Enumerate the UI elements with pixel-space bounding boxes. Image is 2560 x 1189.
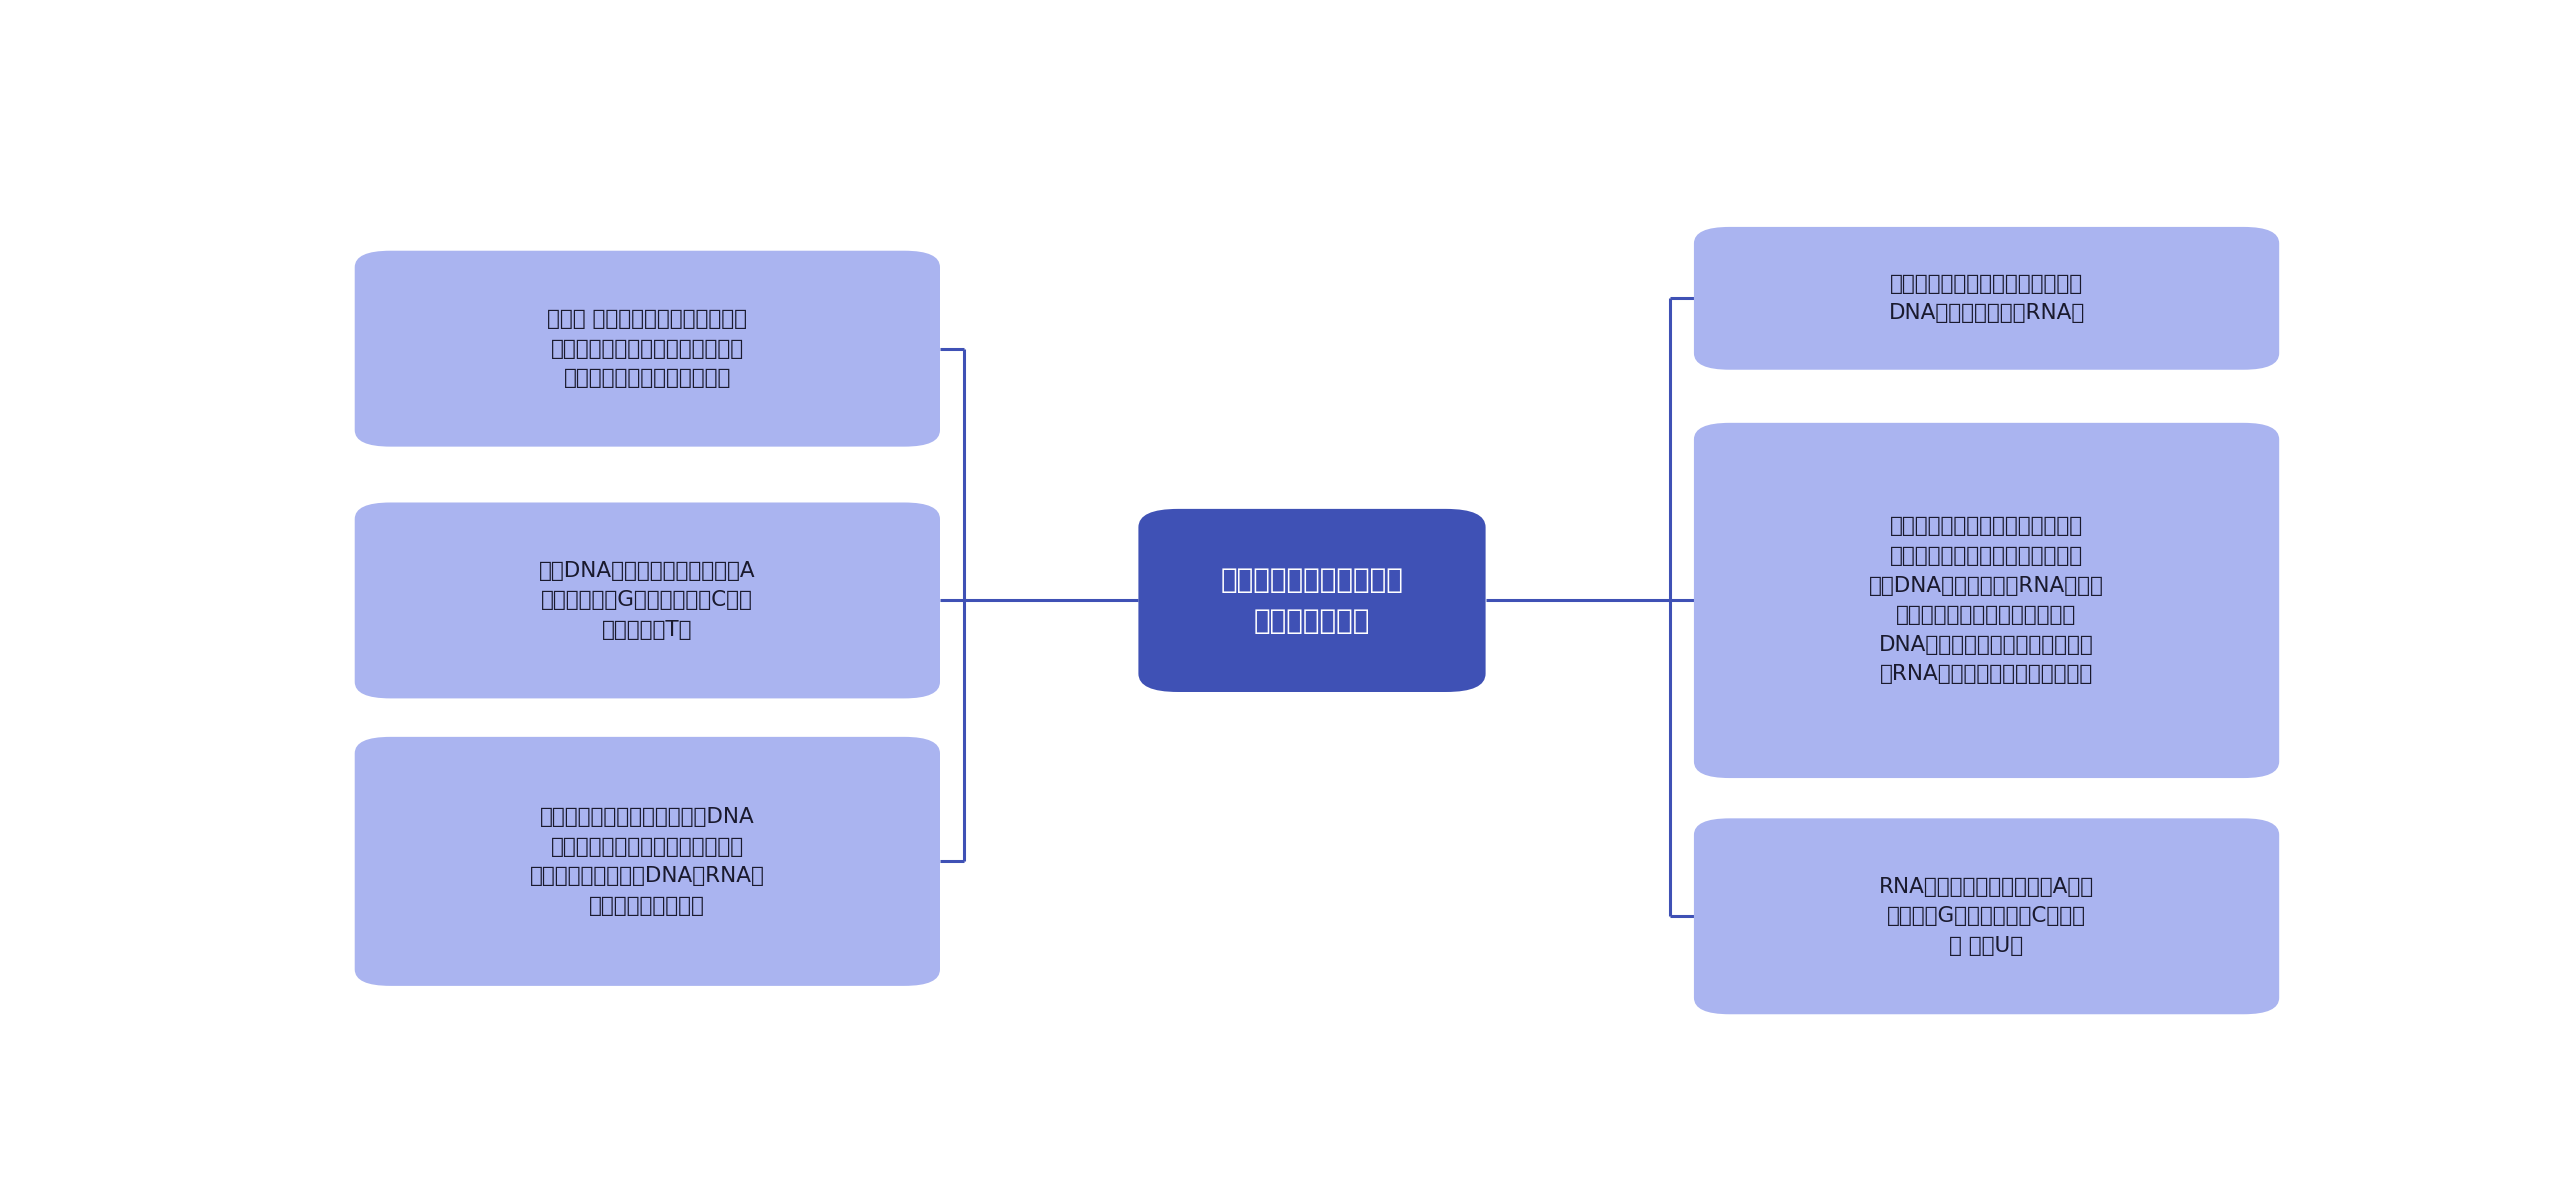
- FancyBboxPatch shape: [356, 737, 940, 986]
- Text: 二、核 酸：是细胞内携带遗传信息
的物质，对于生物的遗传、变异和
蛋白质的合成具有重要作用。: 二、核 酸：是细胞内携带遗传信息 的物质，对于生物的遗传、变异和 蛋白质的合成具…: [548, 309, 748, 389]
- FancyBboxPatch shape: [356, 503, 940, 698]
- FancyBboxPatch shape: [1695, 423, 2278, 778]
- Text: 一、核酸的种类：脱氧核糖核酸（
DNA）和核糖核酸（RNA）: 一、核酸的种类：脱氧核糖核酸（ DNA）和核糖核酸（RNA）: [1889, 273, 2084, 323]
- Text: 高一生物必修知识点：遗
传信息的携带者: 高一生物必修知识点：遗 传信息的携带者: [1221, 566, 1403, 635]
- Text: 五、核酸的分布：真核细胞的DNA
主要分布在细胞核中；线粒体、叶
绿体内也含有少量的DNA；RNA主
要分布在细胞质中。: 五、核酸的分布：真核细胞的DNA 主要分布在细胞核中；线粒体、叶 绿体内也含有少…: [530, 807, 765, 916]
- Text: RNA所含碱基有：腺嘌呤（A）、
鸟嘌呤（G）和胞嘧啶（C）、尿
嘧 啶（U）: RNA所含碱基有：腺嘌呤（A）、 鸟嘌呤（G）和胞嘧啶（C）、尿 嘧 啶（U）: [1879, 876, 2094, 956]
- FancyBboxPatch shape: [1695, 227, 2278, 370]
- FancyBboxPatch shape: [356, 251, 940, 447]
- Text: 三、组成核酸的基本单位是：核苷
酸，是由一分子磷酸、一分子五碳
糖（DNA为脱氧核糖、RNA为核糖
）和一分子含氮碱基组成；组成
DNA的核苷酸叫做脱氧核苷酸，: 三、组成核酸的基本单位是：核苷 酸，是由一分子磷酸、一分子五碳 糖（DNA为脱氧…: [1869, 516, 2104, 685]
- FancyBboxPatch shape: [1695, 818, 2278, 1014]
- Text: 四、DNA所含碱基有：腺嘌呤（A
）、鸟嘌呤（G）和胞嘧啶（C）、
胸腺嘧啶（T）: 四、DNA所含碱基有：腺嘌呤（A ）、鸟嘌呤（G）和胞嘧啶（C）、 胸腺嘧啶（T…: [540, 561, 755, 640]
- FancyBboxPatch shape: [1139, 509, 1485, 692]
